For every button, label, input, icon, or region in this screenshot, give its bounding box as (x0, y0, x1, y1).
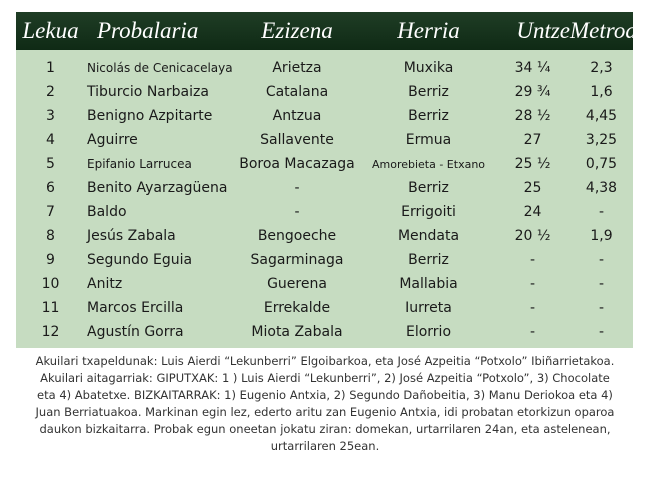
column-header: Probalaria (97, 18, 199, 43)
table-row: 11 Marcos Ercilla Errekalde Iurreta - - (16, 296, 633, 320)
table-cell: Errigoiti (401, 204, 456, 220)
table-cell: Sallavente (260, 132, 334, 148)
table-cell: 27 (523, 132, 542, 148)
table-cell: Iurreta (405, 300, 452, 316)
table-cell: 1 (46, 60, 55, 76)
header-row: Lekua Probalaria Ezizena Herria Untze Metroak (16, 12, 648, 50)
table-cell: - (598, 252, 605, 268)
table-cell: Mallabia (399, 276, 458, 292)
table-cell: 11 (41, 300, 60, 316)
column-header: Lekua (22, 18, 79, 43)
table-cell: 4,38 (585, 180, 618, 196)
table-row: 4 Aguirre Sallavente Ermua 27 3,25 (16, 128, 633, 152)
column-header: Untze (516, 18, 570, 43)
table-cell: Errekalde (263, 300, 331, 316)
table-row: 9 Segundo Eguia Sagarminaga Berriz - - (16, 248, 633, 272)
table-cell: 24 (523, 204, 542, 220)
table-cell: Boroa Macazaga (239, 156, 355, 172)
table-cell: 25 ½ (514, 156, 551, 172)
table-cell: - (294, 180, 300, 196)
table-cell: Tiburcio Narbaiza (87, 84, 209, 100)
table-cell: Jesús Zabala (87, 228, 176, 244)
results-table: Lekua Probalaria Ezizena Herria Untze Metroak… (16, 12, 648, 348)
table-cell: 12 (41, 324, 60, 340)
table-cell: - (529, 300, 536, 316)
table-cell: Berriz (408, 252, 449, 268)
table-row: 10 Anitz Guerena Mallabia - - (16, 272, 633, 296)
table-cell: Baldo (87, 204, 127, 220)
table-cell: 25 (523, 180, 542, 196)
table-cell: 8 (46, 228, 55, 244)
table-cell: Marcos Ercilla (87, 300, 184, 316)
table-cell: Bengoeche (257, 228, 337, 244)
table-cell: Agustín Gorra (87, 324, 184, 340)
table-cell: 7 (46, 204, 55, 220)
table-cell: 0,75 (585, 156, 618, 172)
table-row: 7 Baldo - Errigoiti 24 - (16, 200, 633, 224)
table-cell: Berriz (408, 180, 449, 196)
table-cell: Anitz (87, 276, 123, 292)
table-cell: Epifanio Larrucea (87, 157, 192, 171)
table-cell: Ermua (405, 132, 452, 148)
table-cell: Mendata (397, 228, 460, 244)
table-cell: 2,3 (590, 60, 613, 76)
table-cell: 10 (41, 276, 60, 292)
table-cell: 34 ¼ (514, 60, 551, 76)
table-cell: 3 (46, 108, 55, 124)
table-row: 8 Jesús Zabala Bengoeche Mendata 20 ½ 1,9 (16, 224, 633, 248)
table-cell: Benito Ayarzagüena (87, 180, 228, 196)
table-cell: 2 (46, 84, 55, 100)
table-row: 3 Benigno Azpitarte Antzua Berriz 28 ½ 4,45 (16, 104, 633, 128)
table-cell: Muxika (403, 60, 454, 76)
table-cell: Guerena (267, 276, 327, 292)
table-cell: Sagarminaga (250, 252, 344, 268)
table-cell: - (598, 276, 605, 292)
table-row: 2 Tiburcio Narbaiza Catalana Berriz 29 ¾ 1,6 (16, 80, 633, 104)
table-cell: Aguirre (87, 132, 138, 148)
table-cell: Amorebieta - Etxano (371, 157, 486, 171)
table-cell: Berriz (408, 108, 449, 124)
table-cell: Nicolás de Cenicacelaya (87, 61, 233, 75)
table-row: 1 Nicolás de Cenicacelaya Arietza Muxika 34 … (16, 50, 633, 80)
table-row: 5 Epifanio Larrucea Boroa Macazaga Amorebie… (16, 152, 633, 176)
table-cell: Miota Zabala (251, 324, 343, 340)
table-row: 12 Agustín Gorra Miota Zabala Elorrio - - (16, 320, 633, 348)
table-cell: Antzua (272, 108, 322, 124)
table-body: 1 Nicolás de Cenicacelaya Arietza Muxika 34 … (16, 50, 633, 348)
table-cell: - (529, 324, 536, 340)
column-header: Metroak (570, 18, 648, 43)
table-cell: 4,45 (585, 108, 618, 124)
table-cell: 6 (46, 180, 55, 196)
table-cell: Catalana (265, 84, 329, 100)
column-header: Herria (397, 18, 460, 43)
table-cell: 9 (46, 252, 55, 268)
table-cell: 29 ¾ (514, 84, 551, 100)
table-cell: Benigno Azpitarte (87, 108, 213, 124)
table-cell: - (598, 204, 605, 220)
table-cell: Arietza (272, 60, 322, 76)
table-cell: - (529, 276, 536, 292)
table-cell: - (529, 252, 536, 268)
column-header: Ezizena (261, 18, 333, 43)
table-header: Lekua Probalaria Ezizena Herria Untze Metroak (16, 12, 648, 50)
table-row: 6 Benito Ayarzagüena - Berriz 25 4,38 (16, 176, 633, 200)
table-cell: 1,6 (590, 84, 613, 100)
table-cell: 4 (46, 132, 55, 148)
table-cell: 3,25 (585, 132, 618, 148)
table-cell: 1,9 (590, 228, 613, 244)
table-cell: - (294, 204, 300, 220)
table-cell: Elorrio (405, 324, 452, 340)
table-cell: - (598, 300, 605, 316)
table-cell: 20 ½ (514, 228, 551, 244)
table-cell: 28 ½ (514, 108, 551, 124)
caption: Akuilari txapeldunak: Luis Aierdi “Lekun… (35, 354, 615, 453)
table-cell: - (598, 324, 605, 340)
table-cell: Segundo Eguia (87, 252, 193, 268)
table-cell: 5 (46, 156, 55, 172)
table-cell: Berriz (408, 84, 449, 100)
